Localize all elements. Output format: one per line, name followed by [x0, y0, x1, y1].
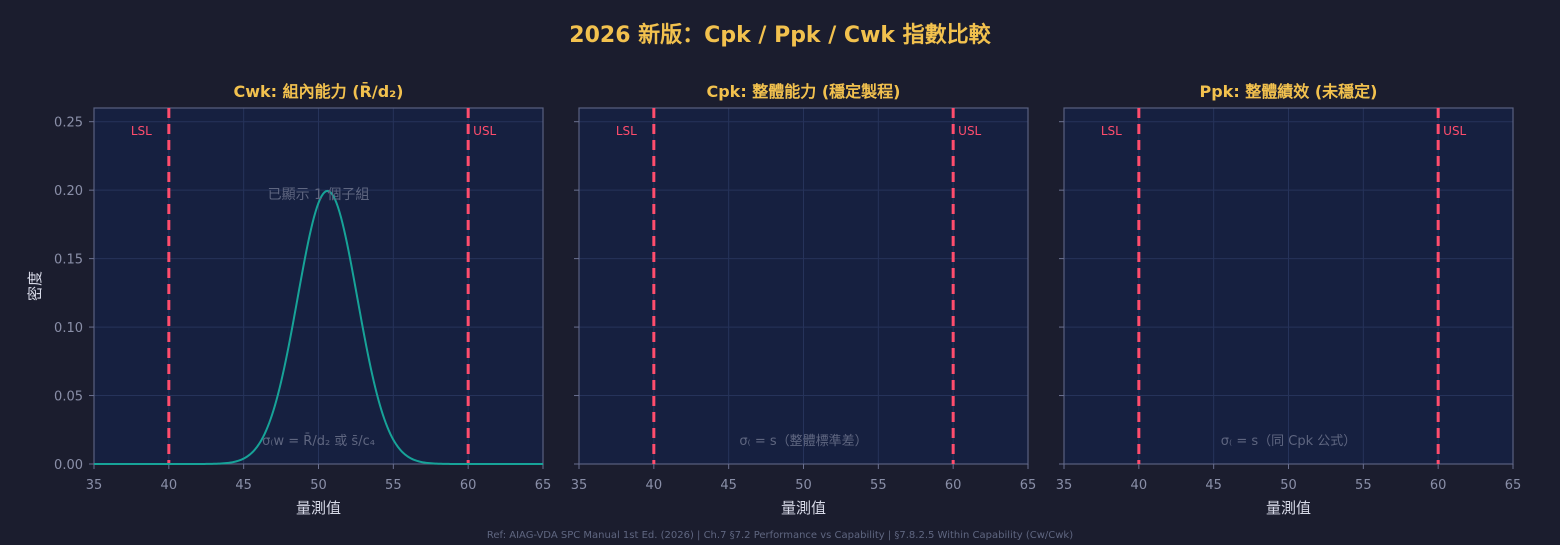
x-tick-label: 45 [235, 478, 252, 493]
annotation-text: 已顯示 1 個子組 [268, 187, 370, 203]
y-axis-label: 密度 [26, 271, 44, 301]
x-axis-label: 量測值 [296, 499, 341, 517]
x-tick-label: 55 [385, 478, 402, 493]
x-tick-label: 60 [945, 478, 962, 493]
x-tick-label: 45 [720, 478, 737, 493]
reference-footer: Ref: AIAG-VDA SPC Manual 1st Ed. (2026) … [487, 530, 1073, 541]
x-axis-label: 量測值 [781, 499, 826, 517]
x-tick-label: 40 [646, 478, 663, 493]
lsl-label: LSL [616, 124, 637, 138]
y-tick-label: 0.00 [54, 458, 83, 473]
x-tick-label: 50 [1280, 478, 1297, 493]
annotation-text: σ₍ = s（同 Cpk 公式） [1221, 434, 1357, 449]
y-tick-label: 0.20 [54, 184, 83, 199]
chart-panel-2: 35 40 45 50 55 60 65 Cpk: 整體能力 (穩定製程) 量測值 LSL USL σ… [571, 82, 1037, 517]
x-tick-label: 55 [870, 478, 887, 493]
x-tick-label: 45 [1205, 478, 1222, 493]
x-tick-label: 60 [460, 478, 477, 493]
usl-label: USL [958, 124, 981, 138]
usl-label: USL [473, 124, 496, 138]
x-tick-label: 65 [535, 478, 552, 493]
chart-panel-3: 35 40 45 50 55 60 65 Ppk: 整體績效 (未穩定) 量測值 LSL USL σ₍… [1056, 82, 1522, 517]
annotation-text: σ₍ = s（整體標準差） [739, 433, 867, 449]
x-tick-label: 40 [1131, 478, 1148, 493]
x-tick-label: 50 [310, 478, 327, 493]
y-tick-label: 0.15 [54, 253, 83, 268]
x-tick-label: 40 [161, 478, 178, 493]
x-tick-label: 65 [1505, 478, 1522, 493]
annotation-text: σ₍w = R̄/d₂ 或 s̄/c₄ [262, 434, 375, 449]
x-tick-label: 50 [795, 478, 812, 493]
y-tick-label: 0.25 [54, 116, 83, 131]
panel-title: Cwk: 組內能力 (R̄/d₂) [234, 81, 404, 101]
x-tick-label: 35 [86, 478, 103, 493]
lsl-label: LSL [131, 124, 152, 138]
x-axis-label: 量測值 [1266, 499, 1311, 517]
x-tick-label: 35 [1056, 478, 1073, 493]
panel-title: Ppk: 整體績效 (未穩定) [1200, 82, 1378, 101]
y-tick-label: 0.05 [54, 390, 83, 405]
usl-label: USL [1443, 124, 1466, 138]
x-tick-label: 65 [1020, 478, 1037, 493]
lsl-label: LSL [1101, 124, 1122, 138]
x-tick-label: 55 [1355, 478, 1372, 493]
chart-panel-1: 35 40 45 50 55 60 65 0.00 0.05 0.10 0.15 0.20 0.25 Cw… [26, 81, 551, 517]
figure-title: 2026 新版：Cpk / Ppk / Cwk 指數比較 [569, 22, 991, 48]
panel-title: Cpk: 整體能力 (穩定製程) [706, 82, 900, 101]
density-curve [94, 189, 543, 465]
x-tick-label: 35 [571, 478, 588, 493]
y-tick-label: 0.10 [54, 321, 83, 336]
x-tick-label: 60 [1430, 478, 1447, 493]
